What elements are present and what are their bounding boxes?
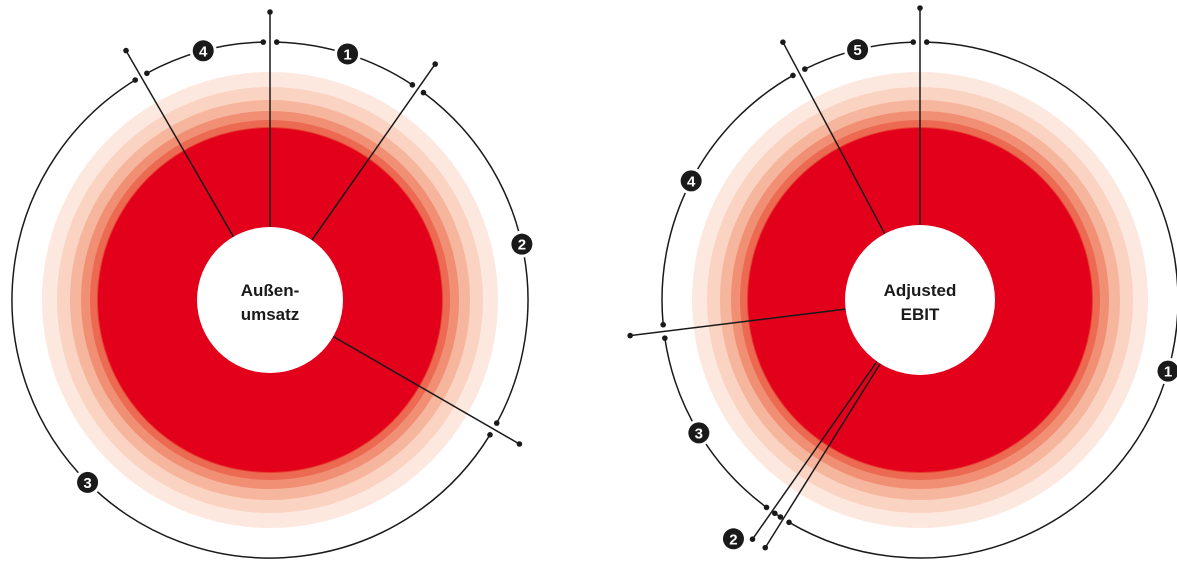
badge-circle	[680, 170, 702, 192]
center-circle	[197, 227, 343, 373]
segment-separator-line	[751, 359, 879, 540]
segment-separator-line	[310, 63, 436, 243]
segment-separator-line	[630, 308, 848, 337]
badge-circle	[337, 43, 359, 65]
center-circle	[845, 225, 995, 375]
arc-end-dot	[132, 77, 138, 83]
center-label-line: Adjusted	[884, 281, 957, 300]
badge-circle	[1157, 360, 1177, 382]
center-label-line: Außen-	[241, 281, 300, 300]
separator-end-dot	[627, 332, 633, 339]
separator-end-dot	[762, 544, 769, 551]
separator-end-dot	[749, 536, 756, 542]
segment-label: 3	[695, 425, 703, 442]
segment-badge: 4	[677, 167, 705, 195]
separator-end-dot	[432, 61, 438, 67]
arc-end-dot	[923, 39, 930, 45]
separator-end-dot	[917, 5, 923, 11]
arc-end-dot	[790, 72, 796, 79]
segment-badge: 2	[508, 230, 536, 258]
arc-end-dot	[260, 39, 267, 45]
arc-end-dot	[763, 504, 770, 511]
arc-end-dot	[144, 70, 150, 77]
segment-separator-line	[125, 50, 236, 239]
separator-end-dot	[123, 47, 129, 54]
center-label-line: umsatz	[241, 305, 300, 324]
badge-circle	[192, 40, 214, 62]
segment-label: 2	[518, 237, 526, 254]
segment-separator-line	[331, 334, 520, 445]
segment-badge: 4	[189, 37, 217, 65]
arc-end-dot	[662, 335, 668, 341]
segments: 1 2 3 4 5	[627, 5, 1177, 559]
arc-end-dot	[420, 89, 427, 96]
arc-end-dot	[771, 510, 778, 517]
segment-label: 4	[199, 43, 208, 60]
segment-label: 4	[687, 173, 696, 190]
segment-label: 3	[83, 475, 91, 492]
separator-end-dot	[267, 9, 273, 15]
segment-label: 1	[1164, 364, 1172, 381]
separator-end-dot	[516, 441, 523, 447]
arc-end-dot	[786, 519, 792, 526]
segment-badge: 2	[719, 525, 747, 553]
chart-aussenumsatz: 1 2 3 4 Außen-umsatz	[11, 9, 536, 559]
chart-adjusted-ebit: 1 2 3 4 5 Adjusted EBIT	[627, 5, 1177, 559]
badge-circle	[511, 233, 533, 255]
arc-end-dot	[409, 82, 416, 88]
center-label-line: EBIT	[901, 305, 940, 324]
arc-end-dot	[777, 514, 784, 520]
segment-badge: 5	[844, 36, 872, 64]
badge-circle	[77, 471, 99, 493]
segment-badge: 1	[1154, 357, 1177, 385]
segment-separator-line	[764, 361, 882, 549]
arc-end-dot	[487, 432, 493, 438]
arc-end-dot	[660, 321, 666, 328]
arc-end-dot	[910, 39, 917, 45]
segments: 1 2 3 4	[11, 9, 536, 559]
segment-separator-line	[782, 41, 887, 236]
arc-end-dot	[493, 420, 500, 426]
segment-label: 2	[729, 531, 737, 548]
badge-circle	[847, 39, 869, 61]
badge-circle	[688, 422, 710, 444]
segment-badge: 3	[74, 468, 102, 496]
segment-label: 5	[853, 42, 861, 59]
separator-end-dot	[780, 39, 786, 45]
arc-end-dot	[273, 39, 280, 45]
segment-badge: 3	[685, 419, 713, 447]
segment-label: 1	[343, 46, 351, 63]
arc-end-dot	[802, 66, 808, 72]
segment-badge: 1	[334, 40, 362, 68]
badge-circle	[722, 528, 744, 550]
